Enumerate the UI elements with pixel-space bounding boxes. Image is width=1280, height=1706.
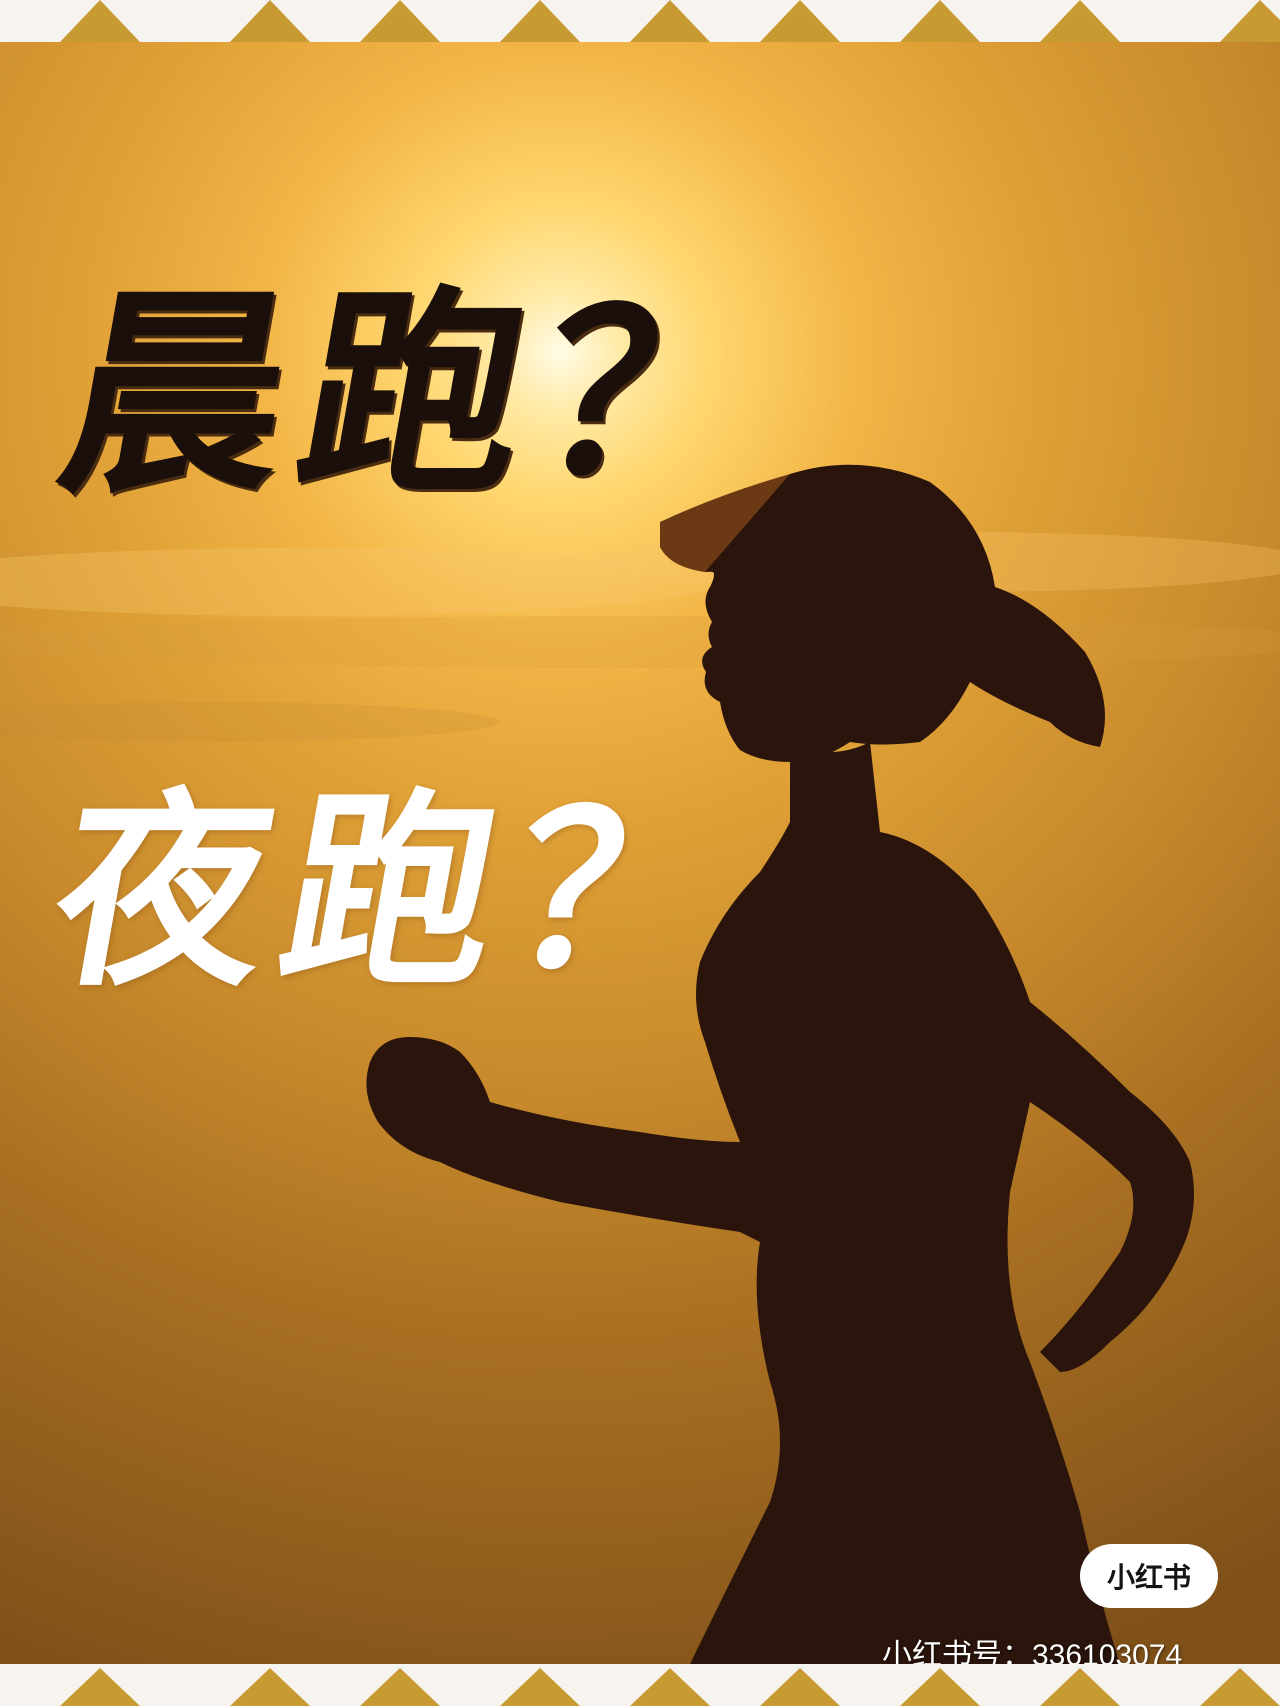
gold-triangle-icon — [760, 0, 840, 42]
top-border — [0, 0, 1280, 46]
gold-triangle-icon — [900, 0, 980, 42]
gold-triangle-icon — [1040, 1668, 1120, 1706]
sunset-photo: 晨跑？ 夜跑？ — [0, 42, 1280, 1664]
gold-triangle-icon — [60, 0, 140, 42]
gold-triangle-icon — [500, 0, 580, 42]
gold-triangle-icon — [500, 1668, 580, 1706]
bottom-triangle-row — [60, 1668, 1280, 1706]
bottom-border — [0, 1664, 1280, 1706]
gold-triangle-icon — [230, 0, 310, 42]
gold-triangle-icon — [630, 1668, 710, 1706]
gold-triangle-icon — [1040, 0, 1120, 42]
gold-triangle-icon — [760, 1668, 840, 1706]
gold-triangle-icon — [360, 1668, 440, 1706]
top-triangle-row — [60, 0, 1280, 42]
gold-triangle-icon — [60, 1668, 140, 1706]
heading-night-run: 夜跑？ — [37, 768, 765, 1015]
gold-triangle-icon — [360, 0, 440, 42]
gold-triangle-icon — [1220, 0, 1280, 42]
gold-triangle-icon — [230, 1668, 310, 1706]
runner-silhouette — [366, 464, 1194, 1664]
gold-triangle-icon — [630, 0, 710, 42]
xiaohongshu-logo: 小红书 — [1080, 1544, 1218, 1608]
heading-morning-run: 晨跑？ — [44, 264, 804, 523]
gold-triangle-icon — [900, 1668, 980, 1706]
gold-triangle-icon — [1200, 1668, 1280, 1706]
